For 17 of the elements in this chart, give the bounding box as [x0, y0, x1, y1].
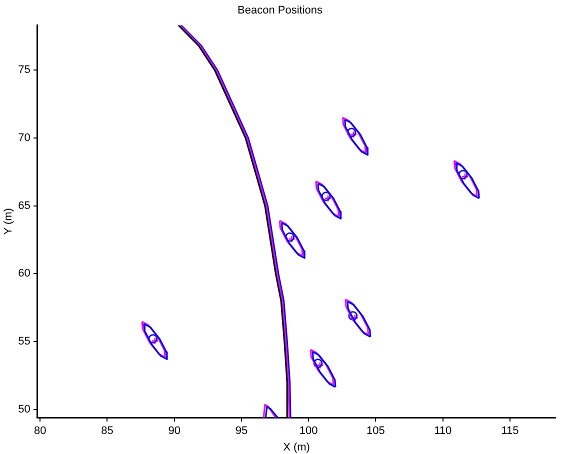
y-tick-label: 50	[18, 403, 30, 416]
y-tick-label: 70	[18, 132, 30, 144]
y-tick-label: 75	[18, 64, 30, 76]
y-tick-label: 60	[18, 268, 30, 280]
x-axis-title: X (m)	[283, 441, 310, 454]
y-tick-label: 55	[18, 336, 30, 348]
y-axis-title: Y (m)	[2, 208, 15, 235]
x-tick-label: 105	[366, 425, 385, 438]
x-tick-label: 100	[299, 425, 318, 438]
x-tick-label: 115	[501, 425, 519, 438]
x-tick-label: 85	[101, 425, 114, 438]
x-tick-label: 80	[34, 425, 46, 438]
chart-title: Beacon Positions	[238, 4, 323, 17]
x-tick-label: 95	[235, 425, 248, 438]
x-tick-label: 110	[434, 425, 452, 438]
y-tick-label: 65	[18, 200, 30, 212]
x-tick-label: 90	[168, 425, 180, 438]
